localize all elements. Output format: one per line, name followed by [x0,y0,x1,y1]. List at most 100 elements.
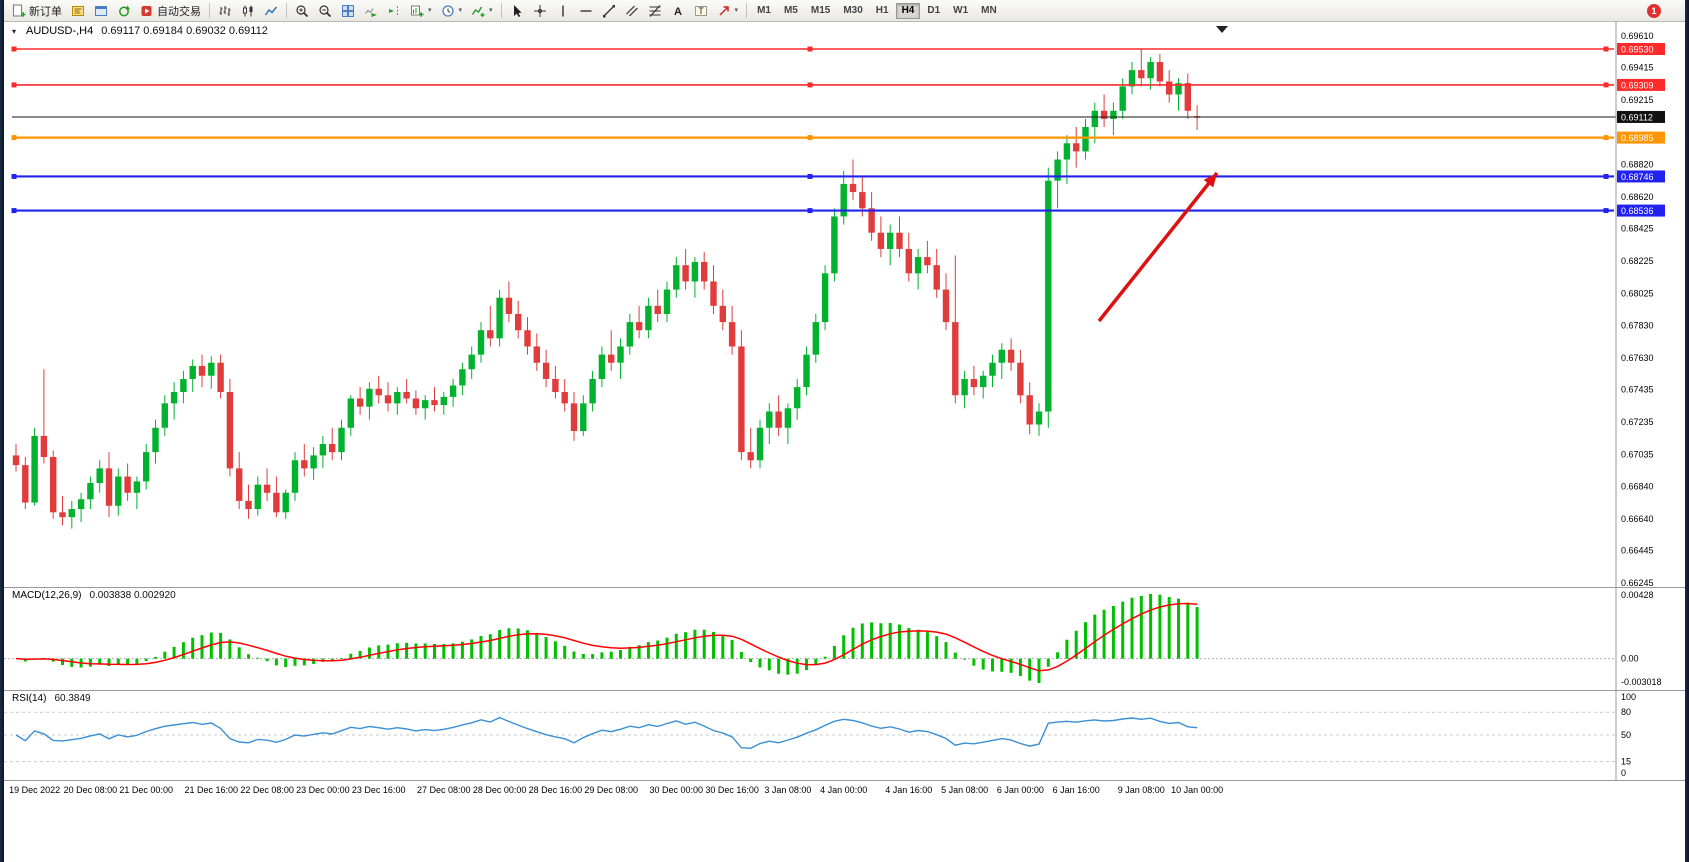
vertical-line-button[interactable] [552,2,574,20]
time-axis-label: 23 Dec 00:00 [296,785,350,795]
metaeditor-button[interactable] [67,2,89,20]
timeframe-mn[interactable]: MN [975,3,1003,19]
chart-shift-icon [389,5,398,16]
channel-icon [625,5,638,16]
bar-chart-icon [219,5,231,16]
svg-text:100: 100 [1621,692,1636,702]
toolbar-divider [746,3,748,18]
candlestick-chart-button[interactable] [237,2,259,20]
timeframe-w1[interactable]: W1 [947,3,974,19]
main-chart[interactable]: 0.69610 0.69415 0.69215 0.68820 0.68620 0.684… [4,21,1685,587]
channel-button[interactable] [621,2,643,20]
time-axis-label: 30 Dec 00:00 [649,785,704,795]
new-order-icon [13,4,26,17]
autotrading-button[interactable]: 自动交易 [136,2,205,20]
new-chart-button[interactable]: ▾ [406,2,436,20]
time-axis-label: 3 Jan 08:00 [764,785,812,795]
trend-arrow-head [1203,173,1217,188]
fibonacci-button[interactable] [644,2,666,20]
trendline-button[interactable] [598,2,620,20]
svg-text:0.68225: 0.68225 [1621,256,1654,266]
cursor-icon [513,4,522,17]
terminal-icon [95,5,107,16]
trend-arrow [1097,171,1219,323]
window-frame-left [0,0,4,862]
timeframe-h1[interactable]: H1 [870,3,895,19]
svg-text:0.68985: 0.68985 [1621,133,1654,143]
time-axis-label: 4 Jan 16:00 [885,785,933,795]
chevron-down-icon: ▾ [458,7,463,14]
timeframe-d1[interactable]: D1 [921,3,946,19]
crosshair-button[interactable] [529,2,551,20]
zoom-out-button[interactable] [314,2,336,20]
refresh-button[interactable] [113,2,135,20]
time-axis-label: 19 Dec 2022 [9,785,61,795]
svg-text:0.67830: 0.67830 [1621,320,1654,330]
horizontal-line-button[interactable] [575,2,597,20]
auto-scroll-button[interactable] [360,2,382,20]
macd-signal-line [15,602,1198,672]
chart-window: 0.69610 0.69415 0.69215 0.68820 0.68620 0.684… [4,21,1685,862]
window-frame-right [1685,0,1689,862]
svg-text:0.69309: 0.69309 [1621,80,1654,90]
indicators-button[interactable]: ▾ [467,2,497,20]
timeframe-m15[interactable]: M15 [805,3,836,19]
refresh-icon [119,5,130,16]
svg-text:80: 80 [1621,707,1631,717]
chart-shift-button[interactable] [383,2,405,20]
time-axis[interactable]: 19 Dec 2022 20 Dec 08:00 21 Dec 00:00 21 De… [4,780,1685,803]
zoom-in-button[interactable] [291,2,313,20]
chart-title: ▾ AUDUSD-,H4 0.69117 0.69184 0.69032 0.6… [12,25,268,37]
periods-button[interactable]: ▾ [437,2,467,20]
bar-chart-button[interactable] [214,2,236,20]
price-tag [1617,78,1665,91]
time-axis-label: 21 Dec 00:00 [119,785,173,795]
text-icon: A [674,6,682,18]
svg-text:0.67630: 0.67630 [1621,353,1654,363]
svg-text:0.67435: 0.67435 [1621,385,1654,395]
text-button[interactable]: A [667,2,689,20]
time-axis-label: 5 Jan 08:00 [941,785,989,795]
svg-text:0.66640: 0.66640 [1621,514,1654,524]
cursor-button[interactable] [506,2,528,20]
timeframe-m30[interactable]: M30 [837,3,868,19]
macd-panel[interactable]: 0.00428 0.00 -0.003018 [4,587,1685,690]
svg-text:0.00: 0.00 [1621,654,1639,664]
new-order-button[interactable]: 新订单 [8,2,66,20]
time-axis-label: 30 Dec 16:00 [705,785,759,795]
terminal-button[interactable] [90,2,112,20]
time-axis-label: 9 Jan 08:00 [1117,785,1165,795]
timeframe-h4[interactable]: H4 [895,2,921,19]
svg-text:0.68620: 0.68620 [1621,192,1654,202]
notification-badge[interactable]: 1 [1647,3,1661,18]
chevron-down-icon: ▾ [489,7,493,14]
tile-windows-button[interactable] [337,2,359,20]
macd-values: 0.003838 0.002920 [89,590,176,601]
rsi-panel[interactable]: 100 80 50 150 [4,690,1685,780]
rsi-indicator-label: RSI(14) 60.3849 [12,693,91,704]
zoom-out-icon [319,4,332,17]
zoom-in-icon [296,4,309,17]
time-axis-label: 22 Dec 08:00 [240,785,294,795]
time-axis-label: 10 Jan 00:00 [1171,785,1224,795]
svg-text:T: T [698,6,704,16]
chevron-down-icon: ▾ [734,7,739,14]
svg-text:0.69112: 0.69112 [1621,112,1653,122]
text-label-icon: T [694,5,707,16]
time-axis-label: 28 Dec 16:00 [528,785,583,795]
line-chart-button[interactable] [260,2,282,20]
timeframe-m1[interactable]: M1 [751,3,777,19]
object-hlines [11,46,1614,214]
new-order-label: 新订单 [29,5,62,18]
svg-text:0.69215: 0.69215 [1621,95,1654,105]
trendline-icon [602,4,615,17]
arrows-button[interactable]: ▾ [713,2,743,20]
vertical-line-icon [561,5,564,16]
time-axis-label: 28 Dec 00:00 [472,785,527,795]
candlestick-chart-icon [243,5,253,16]
svg-text:0.68746: 0.68746 [1621,172,1654,182]
line-chart-icon [264,6,278,15]
svg-text:15: 15 [1621,757,1631,767]
timeframe-m5[interactable]: M5 [778,3,804,19]
text-label-button[interactable]: T [690,2,712,20]
